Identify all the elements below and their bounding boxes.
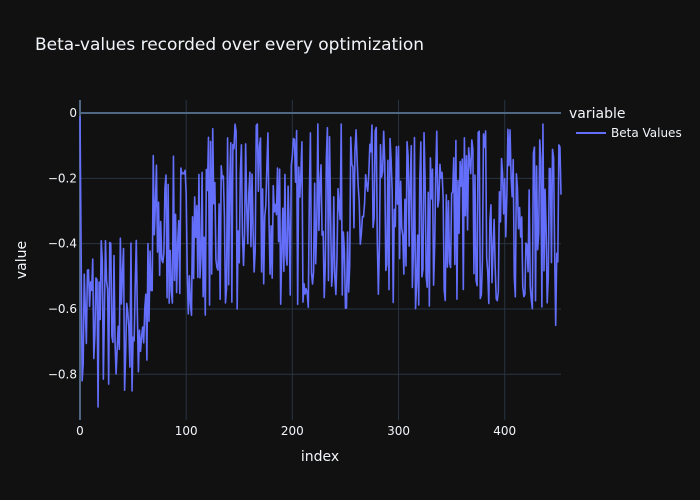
x-tick-label: 300	[387, 424, 410, 438]
y-tick-label: −0.8	[48, 367, 77, 381]
legend: variable Beta Values	[569, 106, 682, 140]
series-group	[79, 116, 562, 408]
y-tick-label: −0.6	[48, 302, 77, 316]
x-tick-label: 0	[76, 424, 84, 438]
x-tick-label: 100	[175, 424, 198, 438]
y-tick-labels: 0 −0.2 −0.4 −0.6 −0.8	[48, 106, 77, 381]
x-tick-labels: 0 100 200 300 400	[76, 424, 516, 438]
chart-title: Beta-values recorded over every optimiza…	[35, 35, 424, 55]
y-axis-label: value	[14, 241, 30, 279]
y-tick-label: 0	[69, 106, 77, 120]
x-tick-label: 200	[281, 424, 304, 438]
legend-item-beta-values: Beta Values	[611, 126, 682, 140]
y-tick-label: −0.4	[48, 237, 77, 251]
series-line-beta-values	[79, 116, 562, 408]
legend-title: variable	[569, 106, 625, 122]
x-tick-label: 400	[493, 424, 516, 438]
y-tick-label: −0.2	[48, 171, 77, 185]
x-axis-label: index	[301, 449, 339, 465]
